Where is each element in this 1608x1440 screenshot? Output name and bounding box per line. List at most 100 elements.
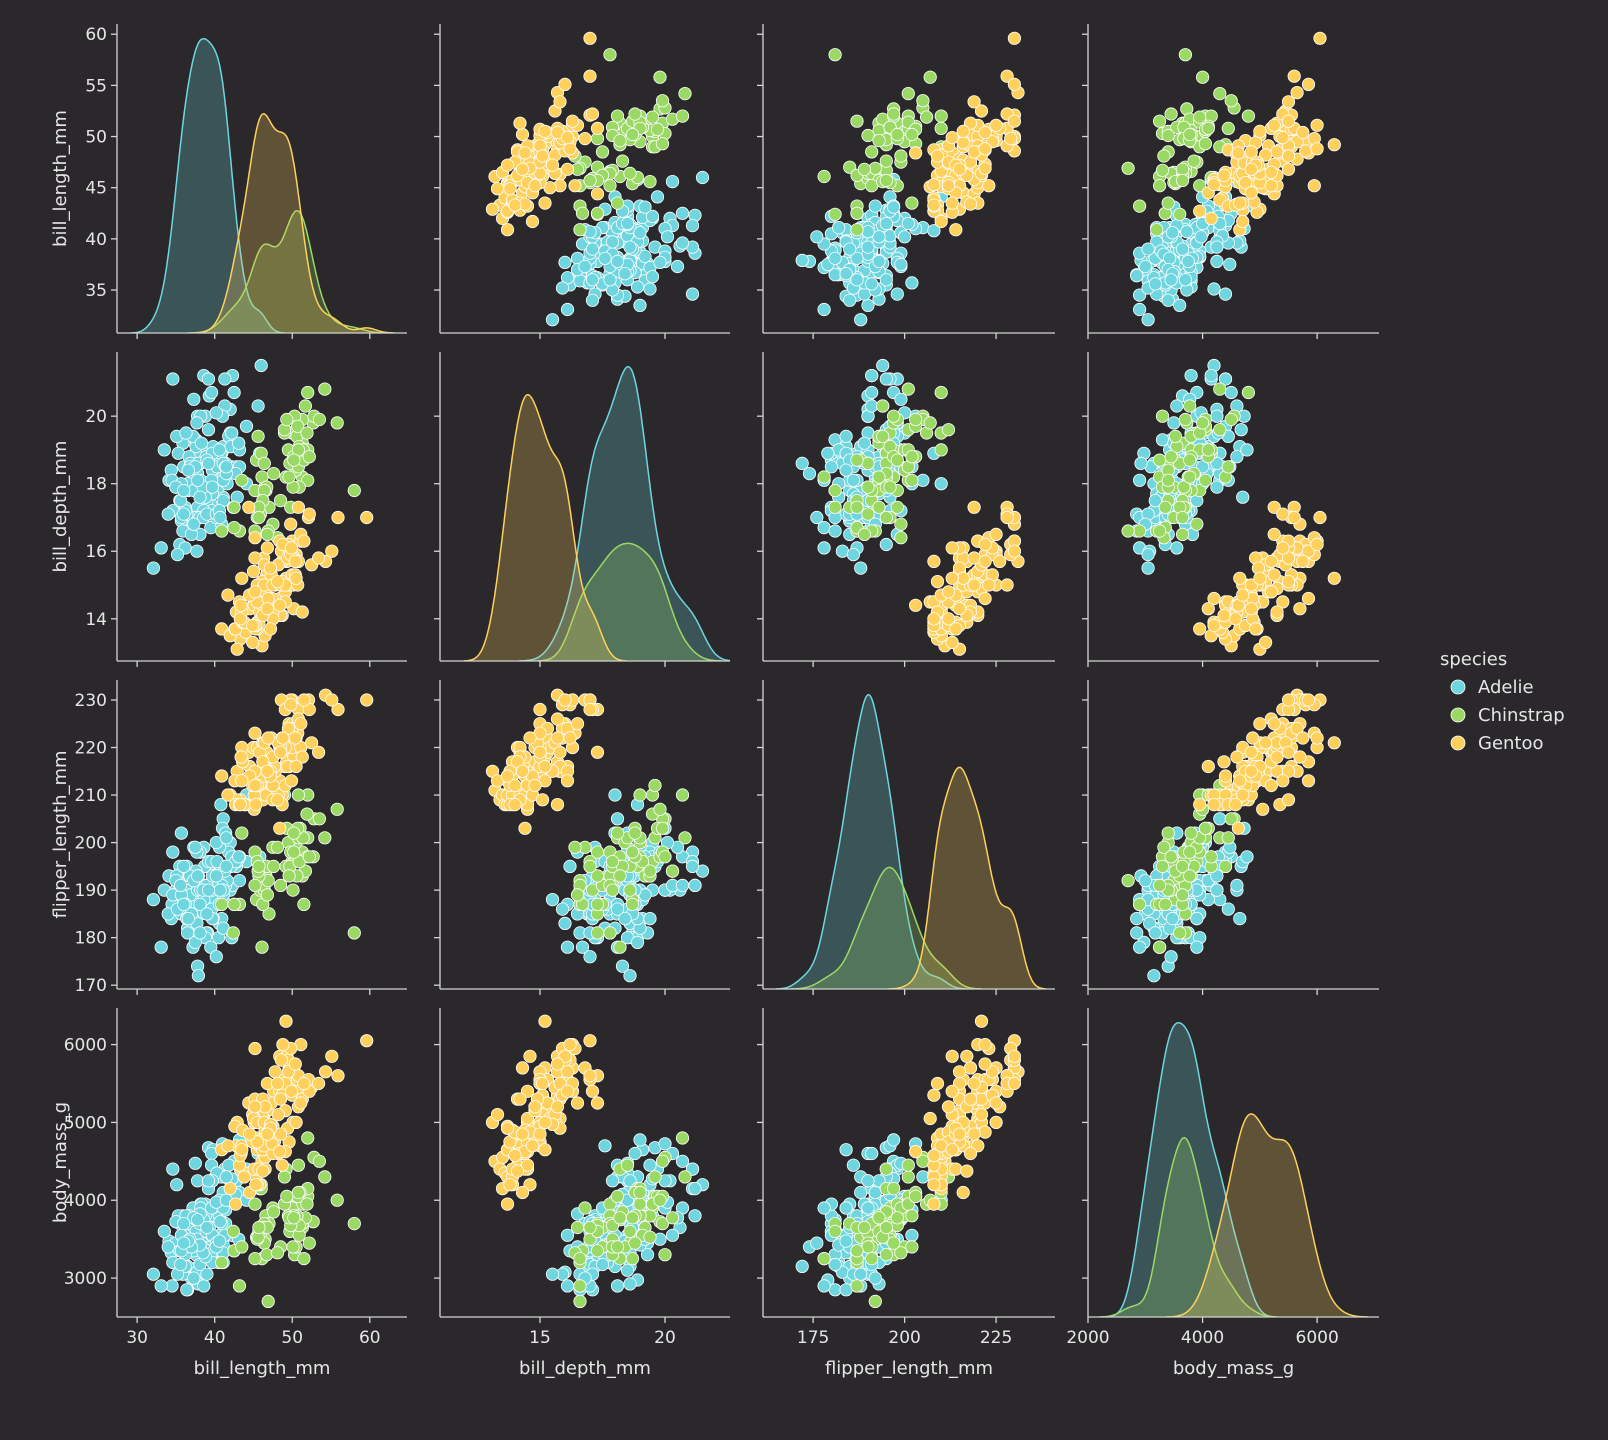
point-adelie [905,276,919,290]
point-chinstrap [1175,162,1190,176]
point-chinstrap [1133,897,1147,912]
point-adelie [177,1217,191,1231]
point-chinstrap [1161,128,1175,143]
kde-fill-chinstrap [538,543,722,661]
point-gentoo [1244,602,1258,616]
point-adelie [603,273,617,287]
point-adelie [161,1240,175,1254]
point-chinstrap [1121,524,1135,538]
y-tick-label: 50 [85,128,107,148]
point-gentoo [284,517,298,531]
point-gentoo [967,95,981,109]
point-chinstrap [886,1182,901,1196]
point-gentoo [1327,138,1341,152]
point-gentoo [503,182,517,196]
point-adelie [1194,230,1208,244]
point-adelie [1218,287,1233,301]
point-gentoo [927,178,941,192]
kde-line-adelie [130,37,285,333]
point-gentoo [585,107,600,121]
point-gentoo [1007,1049,1022,1063]
point-chinstrap [1175,888,1190,902]
point-adelie [545,1267,560,1281]
point-gentoo [235,774,249,788]
point-gentoo [249,797,263,812]
point-chinstrap [865,1252,879,1266]
point-gentoo [583,1069,597,1083]
point-gentoo [515,1127,530,1141]
point-gentoo [930,574,945,589]
point-gentoo [560,131,575,145]
point-adelie [1240,443,1254,457]
point-gentoo [963,1061,978,1075]
point-adelie [839,1201,853,1215]
point-chinstrap [857,527,872,542]
point-chinstrap [650,122,665,136]
point-gentoo [297,693,311,707]
point-gentoo [1244,162,1258,176]
point-chinstrap [570,888,585,902]
point-adelie [1133,302,1147,317]
point-chinstrap [261,1294,275,1309]
point-gentoo [1218,769,1233,783]
point-chinstrap [645,110,660,124]
point-chinstrap [850,500,864,514]
point-adelie [675,1154,690,1168]
point-gentoo [1327,571,1341,585]
y-tick-label: 3000 [64,1269,107,1289]
point-gentoo [229,1197,243,1211]
point-gentoo [525,214,540,229]
point-adelie [191,473,205,487]
point-gentoo [963,1146,978,1161]
point-adelie [879,273,893,287]
y-tick-label: 35 [85,281,107,301]
point-adelie [177,507,191,521]
point-chinstrap [643,1230,657,1244]
kde-line-adelie [518,365,730,661]
point-chinstrap [643,864,657,878]
point-chinstrap [1187,154,1201,168]
kde-line-gentoo [464,394,626,661]
point-adelie [166,1162,180,1176]
point-chinstrap [605,854,620,869]
point-chinstrap [226,1224,240,1239]
y-axis-label: bill_length_mm [50,110,71,247]
point-adelie [916,1170,930,1184]
point-gentoo [311,1076,326,1091]
plot-area [1099,1021,1368,1317]
point-chinstrap [879,510,893,525]
point-chinstrap [623,883,637,897]
point-chinstrap [603,179,617,193]
point-chinstrap [850,223,864,237]
point-adelie [181,926,195,940]
point-chinstrap [590,1244,605,1258]
point-adelie [177,859,191,874]
point-adelie [850,251,864,265]
point-adelie [857,436,872,450]
point-chinstrap [1213,382,1227,396]
point-gentoo [1236,788,1250,802]
point-adelie [865,368,879,383]
point-chinstrap [252,510,266,525]
point-adelie [688,1182,702,1196]
point-gentoo [927,1197,941,1211]
point-chinstrap [817,169,831,184]
point-chinstrap [678,831,692,845]
point-chinstrap [872,470,886,484]
point-gentoo [1310,142,1324,156]
point-gentoo [952,1127,967,1141]
point-gentoo [978,142,992,156]
point-adelie [846,547,861,562]
point-gentoo [570,717,585,731]
point-chinstrap [1153,453,1167,467]
point-chinstrap [817,1252,831,1266]
y-tick-label: 16 [85,542,107,562]
point-gentoo [1230,750,1244,764]
point-adelie [665,1228,680,1242]
point-adelie [558,255,572,269]
point-chinstrap [1198,137,1213,151]
point-gentoo [989,1096,1003,1110]
point-gentoo [1281,793,1296,807]
point-chinstrap [1193,179,1207,193]
point-gentoo [1267,568,1281,582]
